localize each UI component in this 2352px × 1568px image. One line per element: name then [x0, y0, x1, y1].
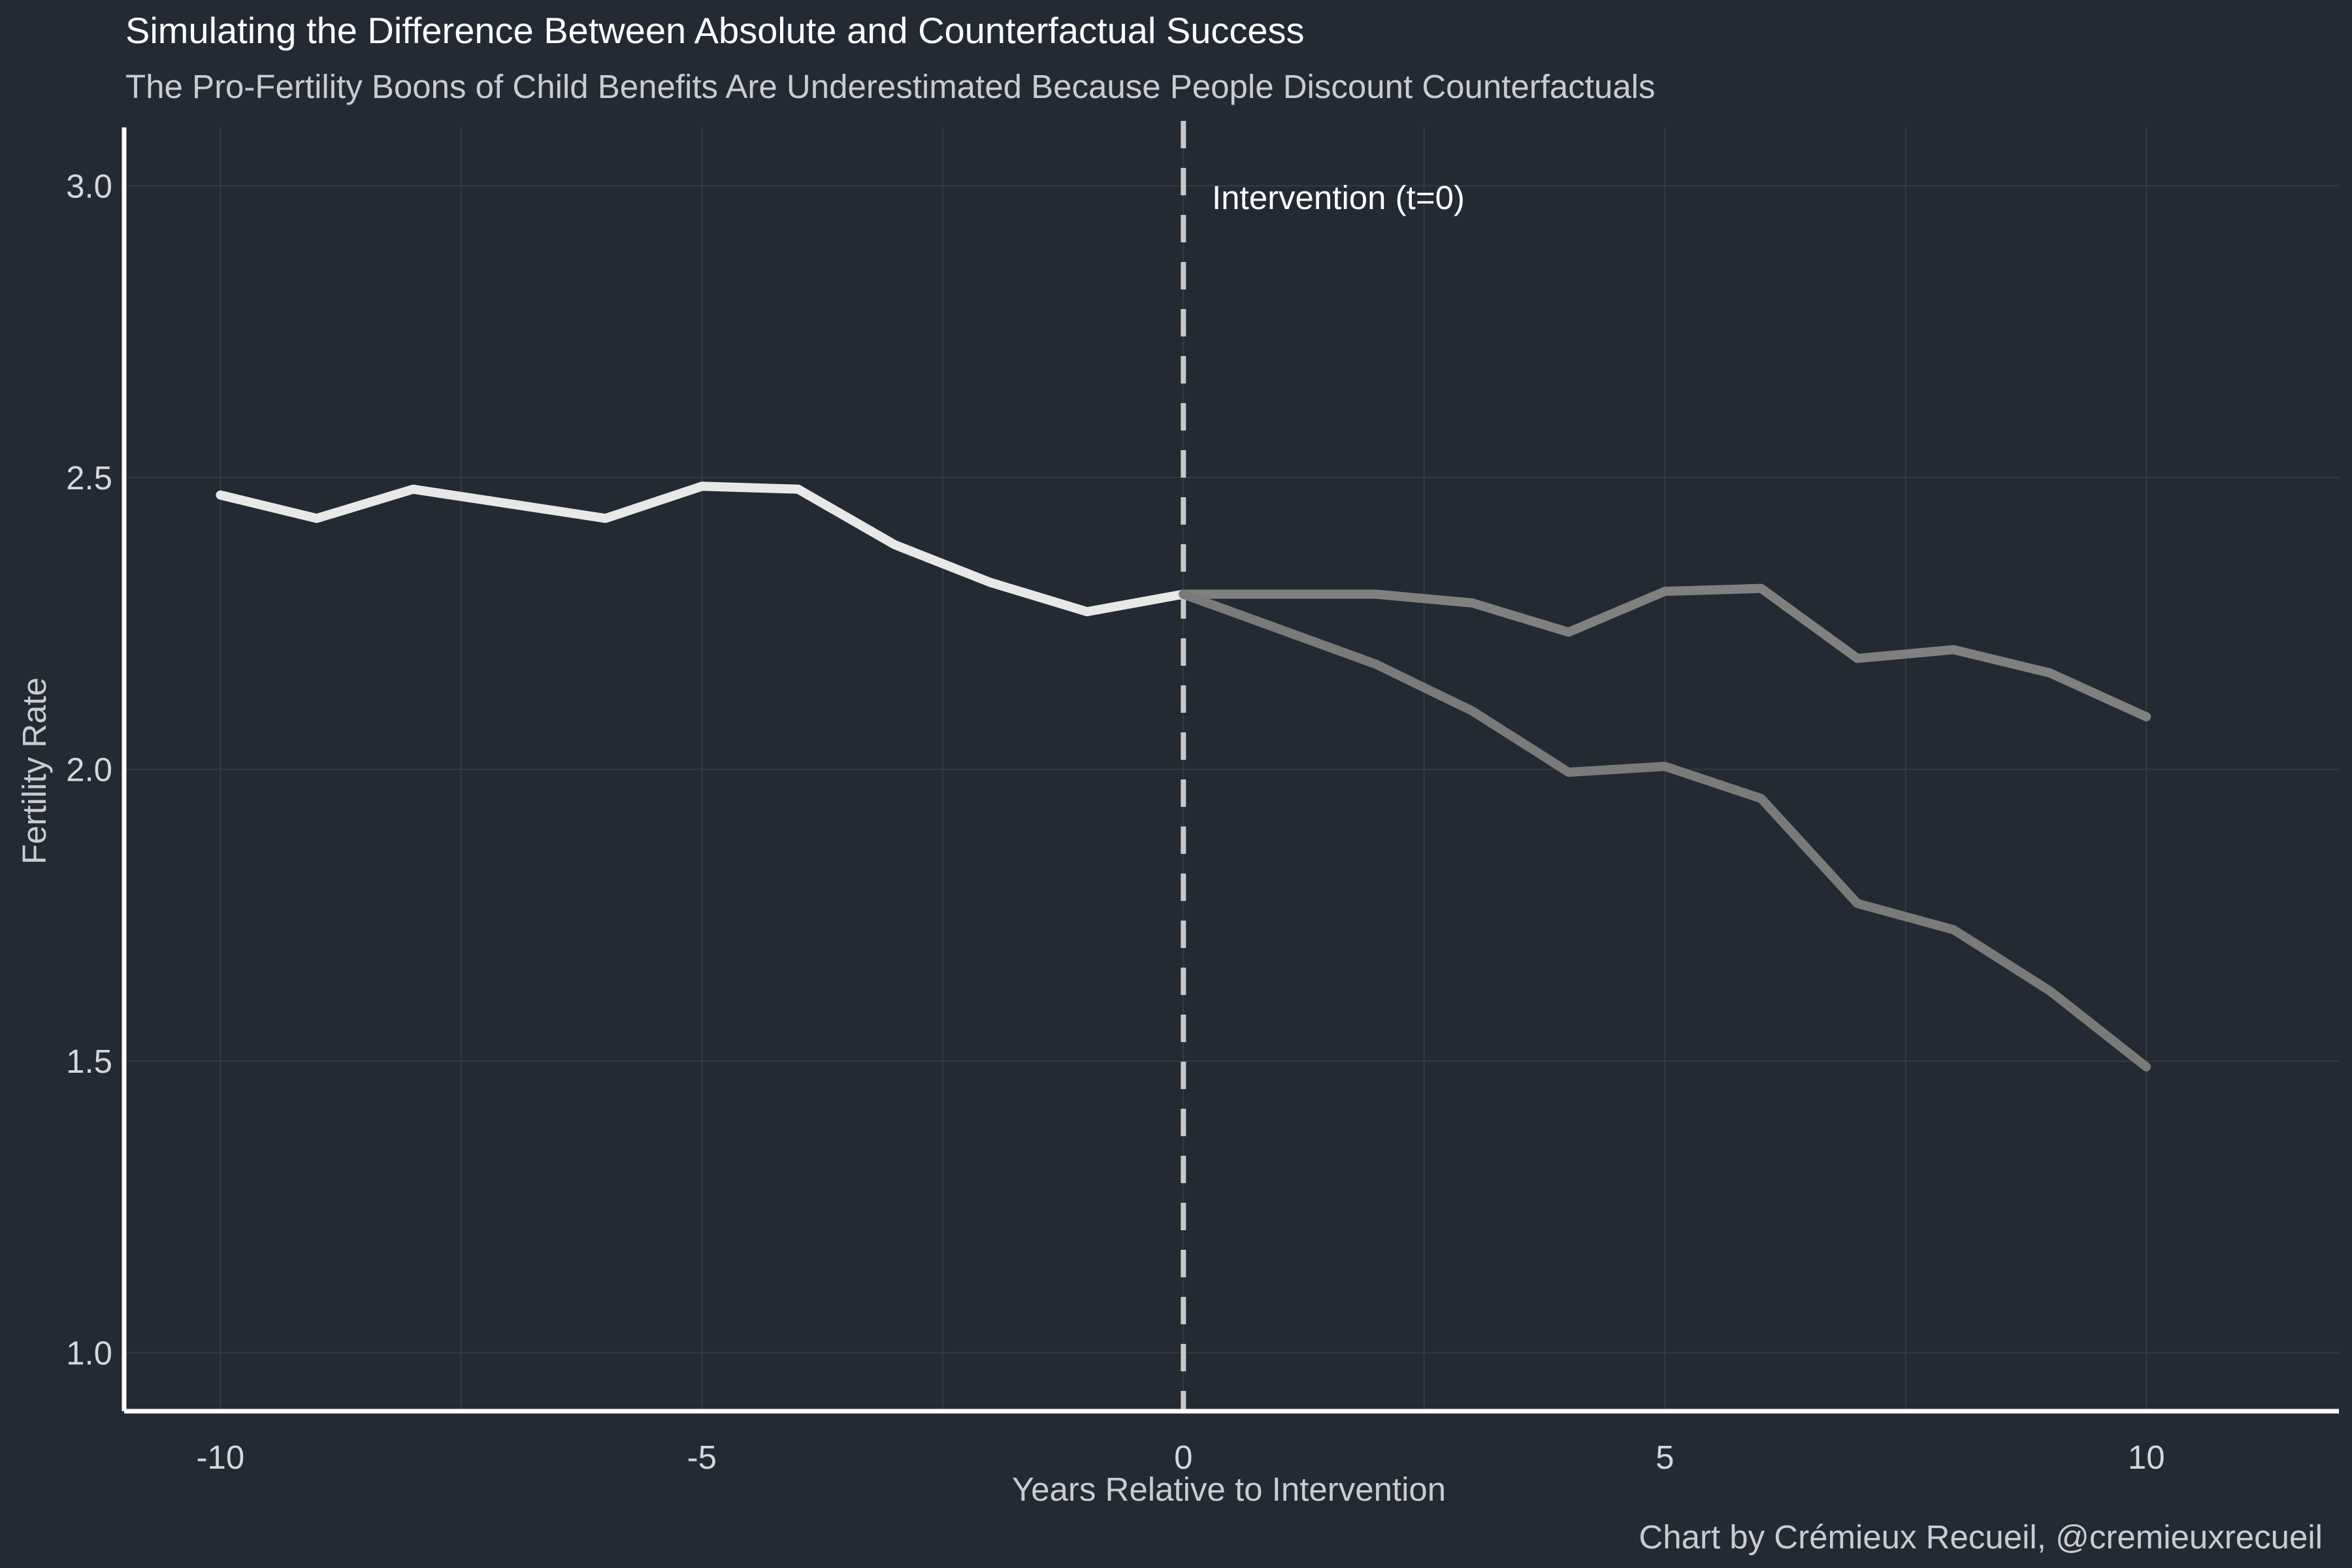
x-tick-label: 5: [1656, 1439, 1674, 1476]
chart-subtitle: The Pro-Fertility Boons of Child Benefit…: [125, 68, 1656, 105]
series-lines: [216, 482, 2151, 1071]
y-tick-label: 3.0: [66, 167, 112, 204]
y-tick-label: 1.5: [66, 1043, 112, 1080]
x-axis-label: Years Relative to Intervention: [1012, 1471, 1446, 1508]
x-tick-label: 0: [1174, 1439, 1192, 1476]
chart-title: Simulating the Difference Between Absolu…: [125, 10, 1305, 51]
grid-lines: [124, 127, 2339, 1411]
series-line-1: [216, 482, 1188, 617]
x-tick-label: -10: [197, 1439, 245, 1476]
y-tick-label: 2.0: [66, 751, 112, 789]
series-line-2: [1179, 583, 2151, 722]
chart-caption: Chart by Crémieux Recueil, @cremieuxrecu…: [1639, 1518, 2323, 1556]
tick-labels: -10 -5 0 5 10 1.0 1.5 2.0 2.5 3.0: [66, 167, 2164, 1476]
axes: [122, 127, 2339, 1414]
x-tick-label: 10: [2128, 1439, 2165, 1476]
y-axis-label: Fertility Rate: [16, 678, 53, 864]
annotation-label: Intervention (t=0): [1212, 179, 1465, 216]
y-tick-label: 2.5: [66, 459, 112, 497]
y-tick-label: 1.0: [66, 1335, 112, 1372]
x-tick-label: -5: [687, 1439, 717, 1476]
series-line-3: [1179, 589, 2151, 1071]
